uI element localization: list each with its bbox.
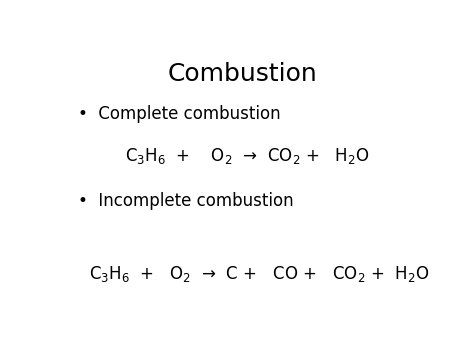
Text: $\mathregular{C_3H_6}$  +   $\mathregular{O_2}$  →  C +   CO +   $\mathregular{C: $\mathregular{C_3H_6}$ + $\mathregular{O… [89,263,429,284]
Text: Combustion: Combustion [168,62,318,86]
Text: $\mathregular{C_3H_6}$  +    $\mathregular{O_2}$  →  $\mathregular{CO_2}$ +   $\: $\mathregular{C_3H_6}$ + $\mathregular{O… [125,146,370,166]
Text: •  Incomplete combustion: • Incomplete combustion [78,192,293,210]
Text: •  Complete combustion: • Complete combustion [78,105,280,123]
